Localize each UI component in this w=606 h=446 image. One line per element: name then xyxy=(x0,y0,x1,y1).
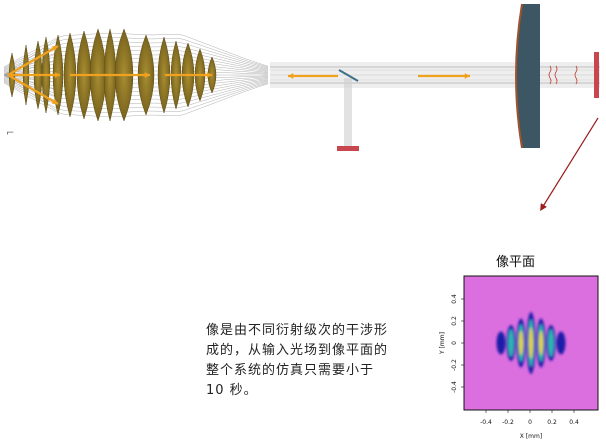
beam-splitter-branch xyxy=(337,69,359,151)
x-tick-label: -0.2 xyxy=(502,419,514,426)
y-tick-label: 0.2 xyxy=(451,316,458,326)
caption-line: 10 秒。 xyxy=(206,383,258,398)
y-tick-label: -0.2 xyxy=(451,359,458,371)
field-waves xyxy=(548,65,578,85)
pointer-arrow xyxy=(540,117,599,212)
yellow-arrow xyxy=(165,72,212,78)
fringe xyxy=(496,331,506,355)
coord-system-icon: ⌐ xyxy=(6,128,14,139)
caption-line: 成的，从输入光场到像平面的 xyxy=(206,343,389,358)
x-tick-label: 0.4 xyxy=(569,419,579,426)
caption-text: 像是由不同衍射级次的干涉形 成的，从输入光场到像平面的 整个系统的仿真只需要小于… xyxy=(206,321,416,401)
x-tick-label: -0.4 xyxy=(480,419,492,426)
fringe-peak xyxy=(529,327,533,359)
y-tick-label: 0 xyxy=(451,341,458,345)
fringe-core xyxy=(508,329,514,357)
y-axis-label: Y [mm] xyxy=(439,332,446,355)
fringe-core xyxy=(548,329,554,357)
ray xyxy=(3,37,269,68)
caption-line: 整个系统的仿真只需要小于 xyxy=(206,363,375,378)
yellow-arrow xyxy=(7,74,59,105)
large-lens xyxy=(515,3,540,149)
fringe-peak xyxy=(519,330,523,356)
yellow-arrow xyxy=(418,73,470,79)
lens-element xyxy=(157,36,171,114)
ray xyxy=(3,32,269,68)
x-tick-label: 0.2 xyxy=(547,419,557,426)
x-axis-label: X [mm] xyxy=(520,433,542,440)
fringe xyxy=(556,331,566,355)
y-tick-label: -0.4 xyxy=(451,381,458,393)
image-plane-title: 像平面 xyxy=(496,255,536,270)
yellow-arrow xyxy=(10,72,60,78)
beam-splitter xyxy=(338,69,359,82)
ray xyxy=(3,82,269,113)
direction-arrows xyxy=(7,45,470,105)
caption-line: 像是由不同衍射级次的干涉形 xyxy=(206,323,389,338)
image-plane-plot: -0.4 -0.2 0 0.2 0.4 0.4 0.2 0 -0.2 -0.4 X [mm] Y… xyxy=(439,275,599,440)
yellow-arrow xyxy=(7,45,59,76)
detector-side xyxy=(337,146,359,151)
ray xyxy=(3,82,269,118)
yellow-arrow xyxy=(288,73,338,79)
fringe-peak xyxy=(539,330,543,356)
x-tick-label: 0 xyxy=(528,419,532,426)
image-plane-detector xyxy=(594,52,599,98)
y-tick-label: 0.4 xyxy=(451,294,458,304)
yellow-arrow xyxy=(70,72,150,78)
